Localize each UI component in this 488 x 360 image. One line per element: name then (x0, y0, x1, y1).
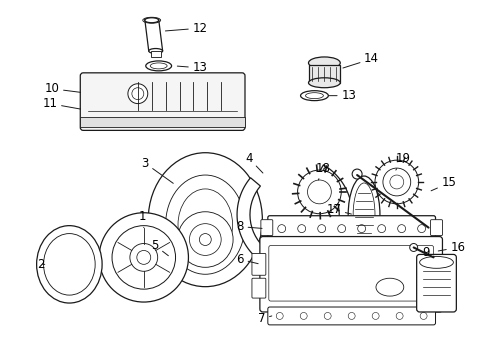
Ellipse shape (178, 189, 232, 260)
Text: 18: 18 (315, 162, 330, 180)
Text: 8: 8 (236, 220, 262, 233)
Ellipse shape (148, 153, 262, 287)
Circle shape (297, 225, 305, 233)
Circle shape (297, 170, 341, 214)
Text: 4: 4 (244, 152, 263, 173)
Circle shape (128, 84, 147, 104)
Circle shape (112, 226, 175, 289)
Circle shape (137, 251, 150, 264)
Text: 6: 6 (236, 253, 258, 266)
Text: 12: 12 (165, 22, 207, 35)
Bar (80, 117, 244, 127)
Circle shape (374, 160, 418, 204)
FancyBboxPatch shape (251, 278, 265, 298)
Circle shape (409, 243, 417, 251)
Ellipse shape (150, 63, 167, 69)
Text: 13: 13 (177, 61, 207, 75)
Circle shape (377, 225, 385, 233)
FancyBboxPatch shape (267, 216, 435, 242)
Polygon shape (308, 65, 340, 83)
Ellipse shape (144, 18, 158, 23)
Ellipse shape (419, 256, 452, 268)
FancyBboxPatch shape (416, 255, 455, 312)
Circle shape (337, 225, 345, 233)
Circle shape (130, 243, 157, 271)
FancyBboxPatch shape (268, 246, 433, 301)
Circle shape (417, 225, 425, 233)
Text: 5: 5 (151, 239, 168, 256)
FancyBboxPatch shape (429, 220, 442, 235)
Ellipse shape (37, 226, 102, 303)
Circle shape (317, 225, 325, 233)
Text: 11: 11 (42, 97, 81, 110)
Circle shape (132, 88, 143, 100)
Circle shape (397, 225, 405, 233)
Circle shape (351, 169, 361, 179)
Circle shape (382, 168, 410, 196)
FancyBboxPatch shape (260, 220, 272, 235)
Ellipse shape (300, 91, 327, 100)
Text: 10: 10 (44, 82, 81, 95)
Text: 15: 15 (430, 176, 455, 191)
Ellipse shape (305, 93, 323, 99)
Bar (150, 51, 161, 57)
Ellipse shape (168, 247, 188, 267)
Text: 1: 1 (139, 210, 146, 228)
Ellipse shape (352, 183, 374, 247)
Circle shape (189, 224, 221, 255)
Circle shape (199, 234, 211, 246)
Ellipse shape (375, 278, 403, 296)
Circle shape (277, 225, 285, 233)
Text: 9: 9 (421, 246, 433, 259)
Ellipse shape (172, 251, 184, 264)
Text: 2: 2 (38, 258, 45, 271)
Polygon shape (144, 19, 163, 51)
Ellipse shape (308, 57, 340, 69)
Ellipse shape (148, 49, 163, 54)
FancyBboxPatch shape (259, 237, 442, 312)
FancyBboxPatch shape (251, 253, 265, 275)
Ellipse shape (145, 61, 171, 71)
Text: 16: 16 (437, 241, 465, 254)
Circle shape (371, 312, 378, 319)
Text: 13: 13 (328, 89, 355, 102)
FancyBboxPatch shape (267, 307, 435, 325)
FancyBboxPatch shape (80, 73, 244, 130)
Circle shape (276, 312, 283, 319)
Circle shape (324, 312, 330, 319)
Circle shape (177, 212, 233, 267)
Circle shape (357, 225, 365, 233)
Text: 3: 3 (141, 157, 173, 183)
Circle shape (307, 180, 331, 204)
Circle shape (389, 175, 403, 189)
Text: 19: 19 (395, 152, 410, 170)
Circle shape (300, 312, 306, 319)
Text: 14: 14 (342, 53, 378, 68)
Circle shape (395, 312, 402, 319)
Ellipse shape (347, 176, 379, 253)
Text: 7: 7 (257, 312, 271, 325)
Ellipse shape (308, 78, 340, 88)
Circle shape (347, 312, 354, 319)
Ellipse shape (43, 234, 95, 295)
Ellipse shape (165, 175, 244, 274)
Polygon shape (237, 165, 351, 272)
Circle shape (419, 312, 426, 319)
Circle shape (99, 213, 188, 302)
Text: 17: 17 (325, 203, 351, 216)
